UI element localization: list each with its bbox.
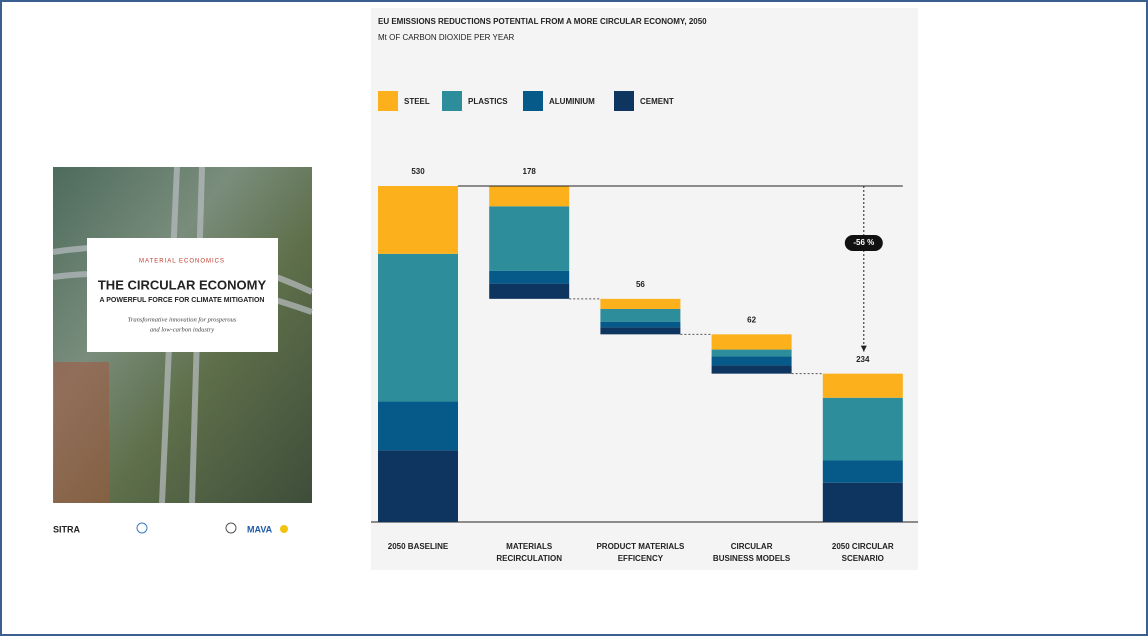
total-label: 530 bbox=[411, 167, 425, 176]
legend-swatch bbox=[523, 91, 543, 111]
bar-segment bbox=[822, 460, 903, 483]
total-label: 234 bbox=[856, 355, 870, 364]
bar-segment bbox=[600, 321, 681, 328]
cover-title: THE CIRCULAR ECONOMY bbox=[98, 277, 267, 292]
cover: MATERIAL ECONOMICS THE CIRCULAR ECONOMY … bbox=[52, 166, 314, 534]
bar-segment bbox=[822, 397, 903, 461]
chart-subtitle: Mt OF CARBON DIOXIDE PER YEAR bbox=[378, 33, 515, 42]
bar-segment bbox=[378, 450, 458, 522]
bar-segment bbox=[489, 270, 570, 284]
cover-subtitle: A POWERFUL FORCE FOR CLIMATE MITIGATION bbox=[99, 297, 264, 304]
logo: MAVA bbox=[247, 524, 273, 534]
x-tick-label: EFFICENCY bbox=[618, 554, 664, 563]
bar-segment bbox=[711, 356, 792, 366]
annotation-pill bbox=[844, 235, 883, 251]
bar-segment bbox=[822, 482, 903, 522]
bar-segment bbox=[711, 349, 792, 357]
bar-segment bbox=[489, 186, 570, 207]
total-label: 56 bbox=[636, 280, 645, 289]
chart-title: EU EMISSIONS REDUCTIONS POTENTIAL FROM A… bbox=[378, 17, 707, 26]
logo: SITRA bbox=[53, 524, 81, 534]
bar-segment bbox=[489, 206, 570, 271]
cover-tagline: Transformative innovation for prosperous bbox=[128, 316, 237, 323]
x-tick-label: CIRCULAR bbox=[731, 542, 773, 551]
bar-segment bbox=[600, 298, 681, 309]
bar-segment bbox=[600, 308, 681, 322]
legend-label: PLASTICS bbox=[468, 97, 508, 106]
legend-swatch bbox=[614, 91, 634, 111]
bar-segment bbox=[378, 401, 458, 451]
legend-label: STEEL bbox=[404, 97, 430, 106]
legend-label: ALUMINIUM bbox=[549, 97, 595, 106]
x-tick-label: 2050 BASELINE bbox=[388, 542, 449, 551]
cover-box bbox=[87, 238, 278, 352]
logo bbox=[136, 522, 148, 534]
x-tick-label: SCENARIO bbox=[842, 554, 884, 563]
bar-segment bbox=[378, 253, 458, 402]
x-tick-label: RECIRCULATION bbox=[496, 554, 562, 563]
bar-segment bbox=[822, 373, 903, 398]
bar-segment bbox=[378, 186, 458, 254]
x-tick-label: BUSINESS MODELS bbox=[713, 554, 791, 563]
legend-swatch bbox=[378, 91, 398, 111]
x-tick-label: 2050 CIRCULAR bbox=[832, 542, 894, 551]
total-label: 178 bbox=[523, 167, 537, 176]
x-tick-label: PRODUCT MATERIALS bbox=[596, 542, 685, 551]
logo bbox=[280, 525, 288, 533]
annotation: -56 % bbox=[853, 238, 874, 247]
bar-segment bbox=[711, 365, 792, 374]
cover-tagline: and low-carbon industry bbox=[150, 326, 214, 333]
logo bbox=[225, 522, 237, 534]
legend-label: CEMENT bbox=[640, 97, 674, 106]
bar-segment bbox=[489, 283, 570, 299]
x-tick-label: MATERIALS bbox=[506, 542, 553, 551]
arrow-head bbox=[860, 345, 867, 352]
buildings bbox=[54, 362, 109, 503]
legend-swatch bbox=[442, 91, 462, 111]
cover-publisher: MATERIAL ECONOMICS bbox=[139, 259, 225, 265]
bar-segment bbox=[711, 334, 792, 350]
total-label: 62 bbox=[747, 315, 756, 324]
chart: STEEL PLASTICS ALUMINIUM CEMENT 530 2050 BASE… bbox=[371, 91, 918, 563]
bar-segment bbox=[600, 327, 681, 335]
